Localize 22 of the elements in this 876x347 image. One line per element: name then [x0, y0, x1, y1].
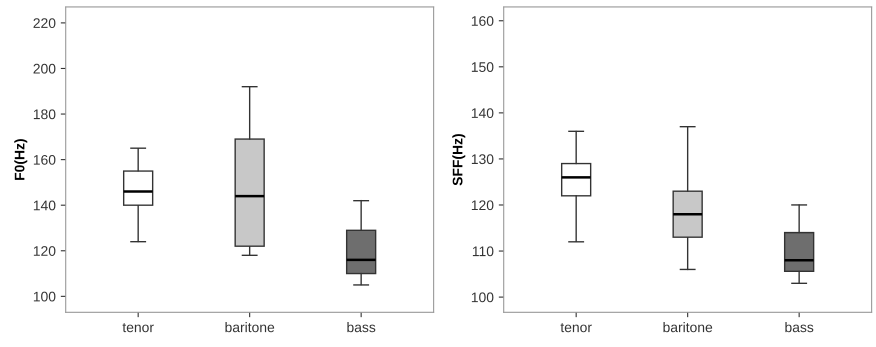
y-tick-label: 120: [472, 200, 494, 210]
y-tick-label: 100: [34, 292, 56, 302]
x-tick-label: baritone: [225, 322, 274, 332]
y-axis-title: SFF(Hz): [452, 134, 466, 186]
y-tick-label: 140: [472, 108, 494, 118]
y-tick-label: 120: [34, 246, 56, 256]
y-tick-label: 140: [34, 200, 56, 210]
x-tick-label: baritone: [663, 322, 712, 332]
y-tick-label: 200: [34, 64, 56, 74]
y-axis-title: F0(Hz): [14, 139, 28, 180]
y-tick-label: 220: [34, 18, 56, 28]
y-tick-label: 160: [34, 154, 56, 165]
x-tick-label: tenor: [560, 323, 592, 332]
x-tick-label: tenor: [122, 323, 154, 332]
y-tick-label: 130: [472, 154, 494, 164]
y-tick-label: 160: [472, 16, 494, 26]
y-tick-label: 180: [34, 109, 56, 120]
y-tick-label: 110: [472, 246, 494, 256]
x-tick-label: bass: [347, 322, 376, 332]
y-tick-label: 100: [472, 292, 494, 302]
y-tick-label: 150: [472, 62, 494, 72]
x-tick-label: bass: [785, 322, 814, 332]
